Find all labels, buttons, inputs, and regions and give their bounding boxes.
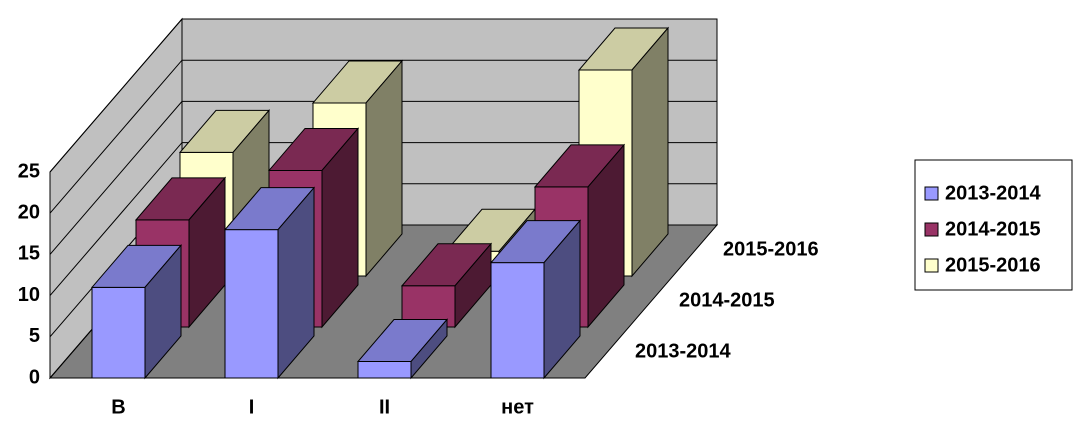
bar-side: [543, 219, 581, 380]
grid-line: [49, 18, 717, 173]
bar-front: [490, 262, 545, 379]
grid-line: [49, 59, 717, 214]
bar-side: [631, 26, 669, 278]
y-tick-label: 20: [18, 201, 40, 223]
bar-side: [365, 59, 403, 278]
bar-side: [144, 244, 182, 380]
bar-front: [357, 361, 412, 379]
y-tick-label: 15: [18, 243, 40, 265]
y-tick-label: 10: [18, 284, 40, 306]
bar-side: [321, 127, 359, 329]
grid-line: [49, 142, 717, 296]
legend-swatch: [924, 222, 939, 237]
legend-box: [914, 159, 1073, 291]
x-tick-label: II: [379, 396, 390, 418]
legend-label: 2013-2014: [945, 182, 1042, 204]
bar-front: [224, 229, 279, 379]
depth-label: 2013-2014: [635, 340, 732, 362]
y-tick-label: 0: [29, 366, 40, 388]
legend-label: 2014-2015: [945, 218, 1041, 240]
depth-label: 2014-2015: [679, 289, 775, 311]
x-tick-label: I: [249, 396, 255, 418]
legend-swatch: [924, 258, 939, 273]
x-tick-label: В: [111, 396, 125, 418]
legend-label: 2015-2016: [945, 254, 1041, 276]
y-tick-label: 25: [18, 160, 40, 182]
grid-line: [49, 100, 717, 255]
bar-front: [91, 286, 146, 379]
bar-side: [277, 186, 315, 380]
bar-side: [410, 318, 448, 380]
x-tick-label: нет: [501, 396, 534, 418]
bar-side: [587, 143, 625, 329]
depth-label: 2015-2016: [723, 238, 819, 260]
y-tick-label: 5: [29, 325, 40, 347]
legend-swatch: [924, 186, 939, 201]
